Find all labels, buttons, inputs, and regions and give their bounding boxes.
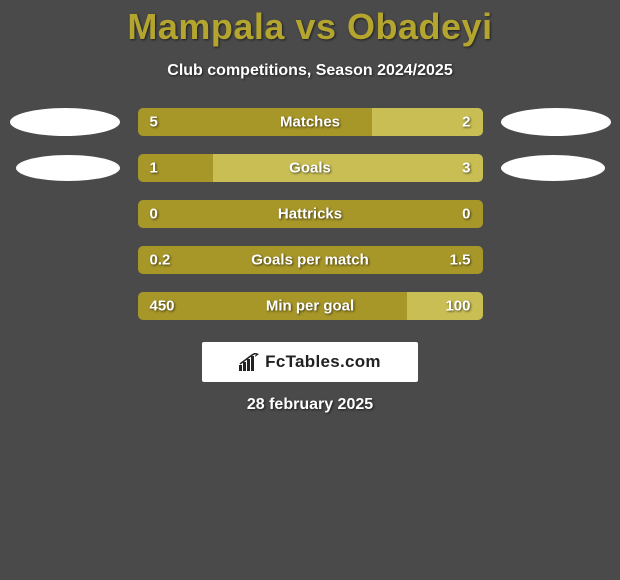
stat-value-left: 0.2 [150, 252, 171, 269]
stat-bar: 1 3 Goals [138, 154, 483, 182]
player2-ellipse [501, 155, 605, 181]
player1-ellipse [16, 155, 120, 181]
stat-label: Matches [280, 114, 340, 131]
stat-bar: 0 0 Hattricks [138, 200, 483, 228]
stat-value-right: 3 [462, 160, 470, 177]
stat-row: 1 3 Goals [0, 154, 620, 182]
stat-bar: 5 2 Matches [138, 108, 483, 136]
stat-row: 0.2 1.5 Goals per match [0, 246, 620, 274]
player1-name: Mampala [127, 6, 285, 47]
branding-badge: FcTables.com [202, 342, 418, 382]
page-title: Mampala vs Obadeyi [127, 6, 492, 48]
bar-fill-right [213, 154, 482, 182]
stat-value-right: 0 [462, 206, 470, 223]
date-text: 28 february 2025 [247, 396, 373, 414]
stat-label: Min per goal [266, 298, 354, 315]
comparison-rows: 5 2 Matches 1 3 Goals 0 0 Hattricks 0.2 1.5 Goals p… [0, 108, 620, 320]
stat-label: Goals [289, 160, 331, 177]
stat-value-right: 2 [462, 114, 470, 131]
stat-row: 5 2 Matches [0, 108, 620, 136]
stat-row: 0 0 Hattricks [0, 200, 620, 228]
player1-ellipse [10, 108, 120, 136]
stat-label: Hattricks [278, 206, 342, 223]
branding-text: FcTables.com [265, 352, 381, 372]
stat-value-left: 450 [150, 298, 175, 315]
subtitle: Club competitions, Season 2024/2025 [167, 62, 452, 80]
chart-icon [239, 353, 259, 371]
stat-bar: 450 100 Min per goal [138, 292, 483, 320]
stat-row: 450 100 Min per goal [0, 292, 620, 320]
content-root: Mampala vs Obadeyi Club competitions, Se… [0, 0, 620, 580]
stat-bar: 0.2 1.5 Goals per match [138, 246, 483, 274]
vs-text: vs [295, 6, 336, 47]
stat-label: Goals per match [251, 252, 369, 269]
stat-value-left: 5 [150, 114, 158, 131]
player2-ellipse [501, 108, 611, 136]
stat-value-right: 100 [445, 298, 470, 315]
stat-value-right: 1.5 [450, 252, 471, 269]
player2-name: Obadeyi [347, 6, 493, 47]
stat-value-left: 0 [150, 206, 158, 223]
stat-value-left: 1 [150, 160, 158, 177]
